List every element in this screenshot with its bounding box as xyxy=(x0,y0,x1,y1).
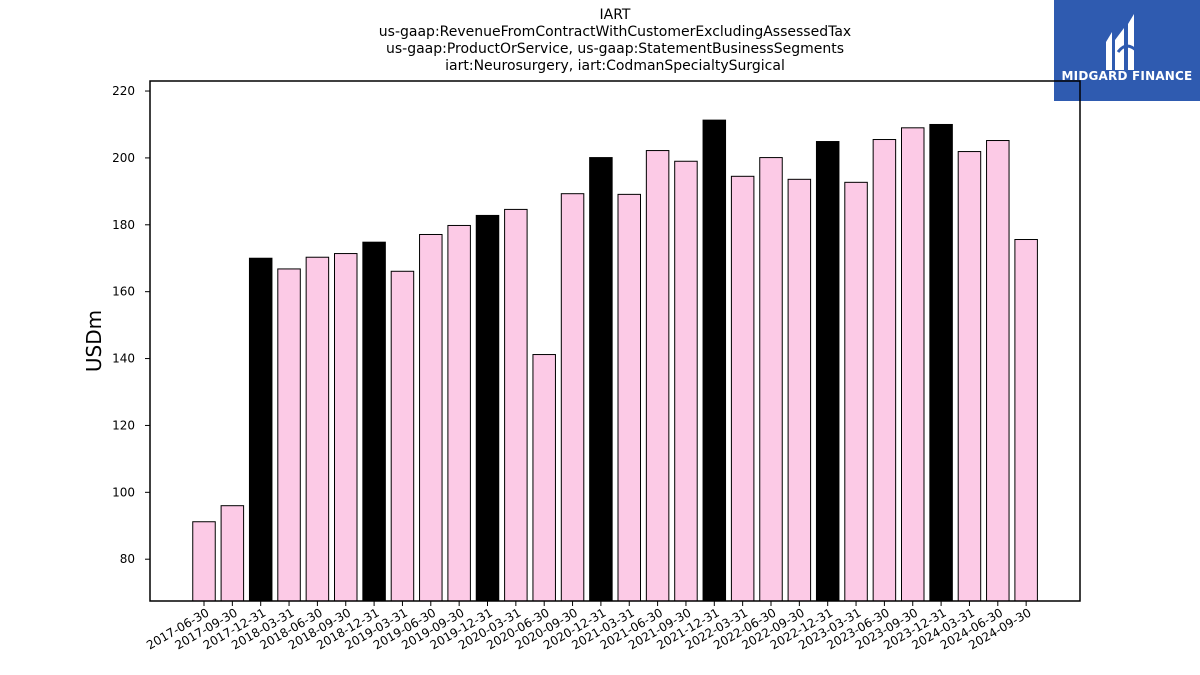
bar-2018-06-30 xyxy=(305,256,330,602)
title-ticker: IART xyxy=(599,7,631,23)
title-axes: us-gaap:ProductOrService, us-gaap:Statem… xyxy=(385,41,844,57)
midgard-finance-logo: MIDGARD FINANCE xyxy=(1054,0,1200,101)
bar-2019-09-30 xyxy=(447,224,471,602)
bar-2021-06-30 xyxy=(645,150,670,602)
bar-2024-09-30 xyxy=(1014,239,1038,602)
y-tick-label: 160 xyxy=(112,285,135,299)
bar-2019-03-31 xyxy=(390,270,415,602)
bar-2018-12-31 xyxy=(362,241,386,602)
bar-2023-06-30 xyxy=(872,139,897,602)
y-tick-label: 80 xyxy=(120,552,135,566)
bar-2023-09-30 xyxy=(901,127,925,602)
y-axis: 80 100 120 140 160 180 200 220 xyxy=(112,84,150,566)
title-concept: us-gaap:RevenueFromContractWithCustomerE… xyxy=(378,24,852,40)
bar-2017-06-30 xyxy=(192,521,216,602)
bar-2023-03-31 xyxy=(844,181,868,602)
bar-2018-09-30 xyxy=(334,253,358,602)
bar-2020-03-31 xyxy=(504,208,528,602)
bar-2019-06-30 xyxy=(419,233,443,602)
bar-2021-09-30 xyxy=(674,160,698,602)
bar-2023-12-31 xyxy=(929,123,953,602)
bar-2020-12-31 xyxy=(589,157,613,602)
y-tick-label: 220 xyxy=(112,84,135,98)
bar-2021-03-31 xyxy=(617,193,641,602)
bar-2024-03-31 xyxy=(957,151,982,602)
bar-2019-12-31 xyxy=(475,214,500,602)
bar-2018-03-31 xyxy=(277,268,301,602)
bars-group xyxy=(192,119,1038,602)
logo-text: MIDGARD FINANCE xyxy=(1061,69,1193,83)
y-tick-label: 200 xyxy=(112,151,135,165)
y-tick-label: 180 xyxy=(112,218,135,232)
bar-2022-12-31 xyxy=(815,141,840,602)
bar-2017-12-31 xyxy=(248,257,273,602)
bar-2021-12-31 xyxy=(702,119,727,602)
bar-2022-09-30 xyxy=(787,178,812,602)
y-tick-label: 100 xyxy=(112,485,135,499)
bar-2020-06-30 xyxy=(532,354,556,602)
chart-title: IART us-gaap:RevenueFromContractWithCust… xyxy=(150,7,1080,75)
y-tick-label: 140 xyxy=(112,352,135,366)
x-axis: 2017-06-302017-09-302017-12-312018-03-31… xyxy=(144,601,1034,652)
bar-2020-09-30 xyxy=(560,193,585,602)
logo-mark-icon xyxy=(1106,14,1140,70)
bar-2022-03-31 xyxy=(730,175,755,602)
title-members: iart:Neurosurgery, iart:CodmanSpecialtyS… xyxy=(445,58,785,74)
bar-2022-06-30 xyxy=(759,157,783,602)
bar-2024-06-30 xyxy=(986,140,1010,602)
bar-2017-09-30 xyxy=(220,505,245,602)
axes-frame xyxy=(149,80,1081,602)
y-axis-label: USDm xyxy=(82,310,106,372)
y-tick-label: 120 xyxy=(112,418,135,432)
